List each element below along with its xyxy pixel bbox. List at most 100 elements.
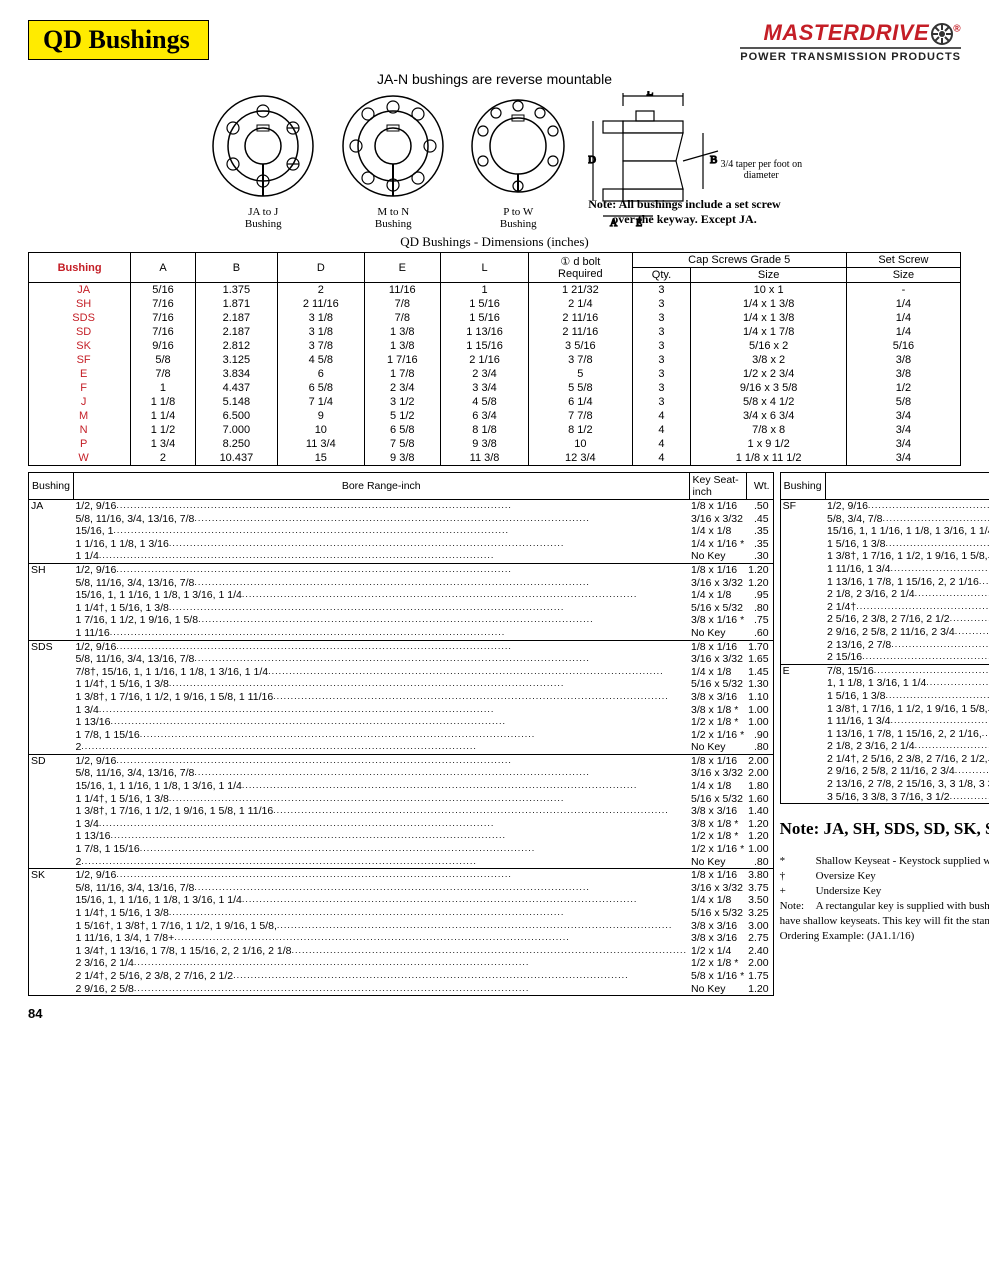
bore-group-label [780, 791, 825, 804]
bore-group-label [29, 550, 74, 563]
bushing-diagram-ja-j [208, 91, 318, 201]
taper-label: 3/4 taper per foot on diameter [716, 159, 806, 181]
table-row-bushing: JA [29, 283, 131, 298]
page-number: 84 [28, 1006, 961, 1021]
bore-group-label [780, 715, 825, 728]
bore-group-label [780, 639, 825, 652]
table-row-bushing: E [29, 367, 131, 381]
keyway-note: Note: All bushings include a set screw o… [588, 197, 780, 227]
table-row-bushing: SH [29, 297, 131, 311]
bore-group-label: SK [29, 869, 74, 882]
diagram-row: JA to J Bushing M to N Bushing [208, 91, 780, 230]
footnotes: *Shallow Keyseat - Keystock supplied wit… [780, 854, 989, 943]
bore-group-label: SDS [29, 640, 74, 653]
bore-group-label [780, 588, 825, 601]
brand-name: MASTERDRIVE® [740, 20, 961, 46]
bore-group-label [29, 538, 74, 551]
bore-group-label: JA [29, 500, 74, 513]
bore-group-label [29, 957, 74, 970]
diag-label-b: M to N Bushing [338, 206, 448, 230]
bore-group-label: SH [29, 563, 74, 576]
bore-group-label [29, 970, 74, 983]
diag-label-c: P to W Bushing [468, 206, 568, 230]
bore-group-label [29, 793, 74, 806]
col-bushing: Bushing [29, 253, 131, 283]
dimension-caption: QD Bushings - Dimensions (inches) [28, 234, 961, 250]
bore-group-label [780, 765, 825, 778]
material-note: Note: JA, SH, SDS, SD, SK, SF, E, F, J &… [780, 818, 989, 840]
bore-group-label [780, 677, 825, 690]
bore-group-label [29, 678, 74, 691]
bore-group-label [780, 513, 825, 526]
table-row-bushing: N [29, 423, 131, 437]
table-row-bushing: SK [29, 339, 131, 353]
bushing-diagram-p-w [468, 91, 568, 201]
bore-group-label [780, 613, 825, 626]
bore-group-label [29, 513, 74, 526]
bore-group-label [29, 627, 74, 640]
bore-group-label [780, 550, 825, 563]
bore-group-label [780, 525, 825, 538]
bore-group-label [29, 614, 74, 627]
bore-group-label [29, 704, 74, 717]
bore-group-label [29, 920, 74, 933]
bore-group-label [780, 740, 825, 753]
bore-group-label [780, 703, 825, 716]
bore-group-label: E [780, 664, 825, 677]
bore-group-label: SD [29, 754, 74, 767]
bore-group-label [29, 666, 74, 679]
brand-block: MASTERDRIVE® POWER TRANSMISSION PRODUCTS [740, 20, 961, 63]
bore-group-label [780, 538, 825, 551]
diag-label-a: JA to J Bushing [208, 206, 318, 230]
page-title: QD Bushings [28, 20, 209, 60]
bore-group-label [29, 856, 74, 869]
table-row-bushing: P [29, 437, 131, 451]
bore-group-label [29, 805, 74, 818]
bore-group-label [29, 932, 74, 945]
bore-group-label [780, 651, 825, 664]
bore-group-label [29, 767, 74, 780]
bore-group-label [780, 576, 825, 589]
bore-group-label [29, 741, 74, 754]
table-row-bushing: SD [29, 325, 131, 339]
bore-group-label [780, 753, 825, 766]
svg-text:D: D [588, 154, 596, 166]
bore-group-label [29, 716, 74, 729]
bore-group-label [29, 525, 74, 538]
table-row-bushing: SF [29, 353, 131, 367]
bore-group-label [29, 780, 74, 793]
bore-group-label [780, 626, 825, 639]
bore-group-label [29, 691, 74, 704]
bore-group-label [780, 601, 825, 614]
bore-group-label [29, 983, 74, 996]
bore-group-label [29, 945, 74, 958]
bore-group-label [29, 729, 74, 742]
bore-group-label [29, 830, 74, 843]
table-row-bushing: W [29, 451, 131, 466]
bore-group-label [780, 728, 825, 741]
bore-group-label [29, 894, 74, 907]
bore-group-label [29, 577, 74, 590]
bore-table-right: Bushing Bore Range-inch Key Seat- inch W… [780, 472, 989, 804]
table-row-bushing: F [29, 381, 131, 395]
bushing-diagram-m-n [338, 91, 448, 201]
bore-group-label [29, 602, 74, 615]
bore-group-label [29, 882, 74, 895]
bore-group-label [780, 778, 825, 791]
bore-group-label [29, 589, 74, 602]
svg-text:L: L [647, 91, 654, 98]
bore-group-label [29, 843, 74, 856]
table-row-bushing: SDS [29, 311, 131, 325]
brand-tagline: POWER TRANSMISSION PRODUCTS [740, 47, 961, 63]
subheading: JA-N bushings are reverse mountable [28, 71, 961, 87]
bore-group-label: SF [780, 500, 825, 513]
bore-group-label [29, 818, 74, 831]
table-row-bushing: M [29, 409, 131, 423]
bore-group-label [29, 907, 74, 920]
bore-group-label [29, 653, 74, 666]
dimensions-table: Bushing A B D E L ① d bolt Required Cap … [28, 252, 961, 466]
bore-group-label [780, 690, 825, 703]
table-row-bushing: J [29, 395, 131, 409]
bore-table-left: Bushing Bore Range-inch Key Seat- inch W… [28, 472, 774, 996]
bore-group-label [780, 563, 825, 576]
